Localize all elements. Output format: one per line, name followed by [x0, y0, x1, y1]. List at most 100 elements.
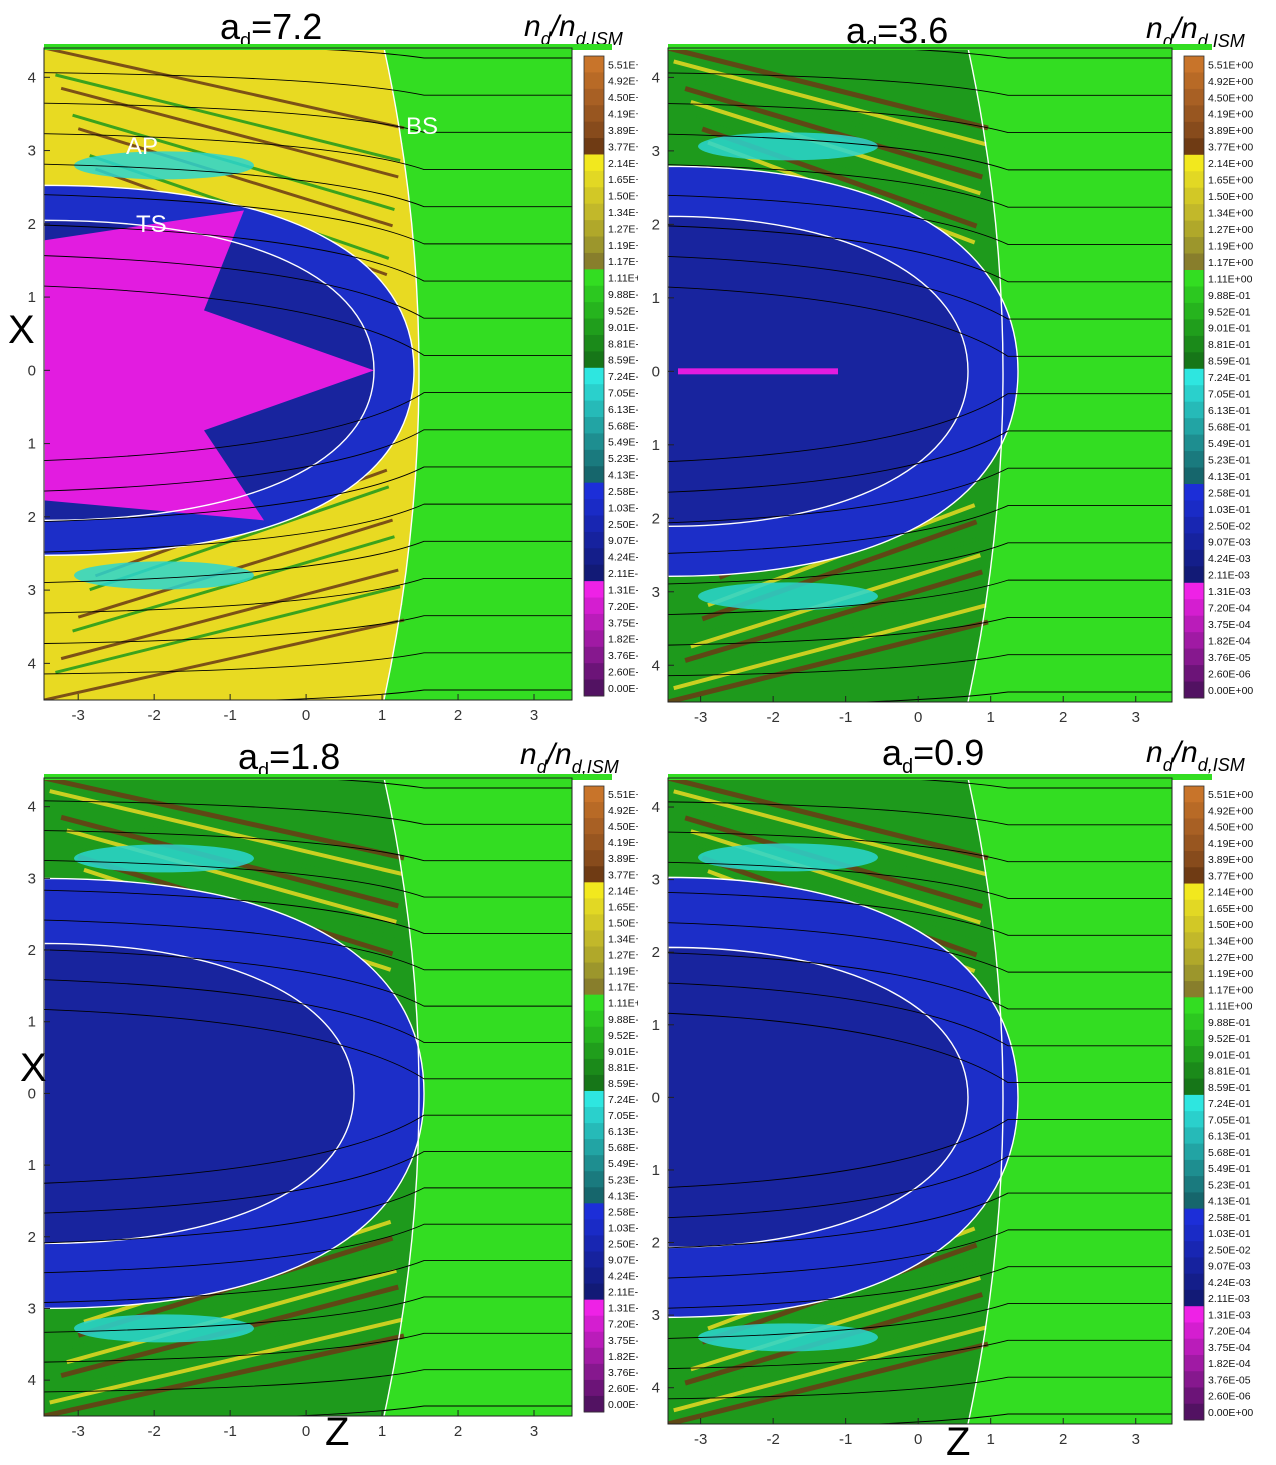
colorbar-swatch	[584, 1347, 604, 1365]
x-tick-label: 0	[302, 707, 310, 724]
colorbar-label: 5.51E+00	[1208, 59, 1253, 71]
colorbar-label: 1.34E+00	[608, 934, 638, 946]
density-streak	[55, 73, 401, 163]
colorbar-swatch	[1184, 171, 1204, 189]
colorbar-frame	[583, 55, 605, 697]
colorbar-swatch	[584, 834, 604, 851]
streamline	[668, 430, 1172, 493]
colorbar-label: 7.24E-01	[1208, 372, 1251, 384]
colorbar-label: 3.89E+00	[1208, 125, 1253, 137]
x-tick-label: -2	[766, 1431, 779, 1448]
colorbar-swatch	[1184, 121, 1204, 139]
colorbar-swatch	[1184, 802, 1204, 820]
density-streak	[678, 586, 985, 677]
colorbar-label: 1.17E+00	[1208, 257, 1253, 269]
colorbar-swatch	[584, 1155, 604, 1172]
colorbar-swatch	[1184, 1159, 1204, 1177]
colorbar-swatch	[584, 1395, 604, 1413]
colorbar-swatch	[1184, 1289, 1204, 1307]
colorbar-label: 7.20E-04	[1208, 1326, 1251, 1338]
colorbar-label: 5.68E-01	[1208, 1147, 1251, 1159]
y-tick-label: 2	[28, 216, 36, 233]
bow-shock-boundary	[967, 48, 1004, 702]
colorbar-swatch	[584, 946, 604, 964]
colorbar-label: 9.01E-01	[1208, 323, 1251, 335]
colorbar-swatch	[1184, 549, 1204, 567]
colorbar-label: 9.88E-01	[608, 1014, 638, 1026]
colorbar-swatch	[584, 285, 604, 303]
streamline	[44, 578, 572, 614]
density-streak	[60, 86, 399, 179]
colorbar-swatch	[584, 515, 604, 533]
colorbar-label: 2.58E-01	[1208, 1212, 1251, 1224]
colorbar-swatch	[584, 898, 604, 915]
x-tick-label: -1	[839, 1431, 852, 1448]
colorbar-label: 3.75E-04	[608, 1335, 638, 1347]
plot-area	[668, 48, 1172, 702]
streamline	[668, 801, 1172, 826]
density-streak	[54, 1301, 401, 1392]
y-tick-label: 1	[28, 436, 36, 453]
colorbar-swatch	[584, 1010, 604, 1028]
colorbar-swatch	[584, 1107, 604, 1124]
density-streak	[673, 1325, 987, 1413]
colorbar-swatch	[584, 1026, 604, 1044]
x-tick-label: -3	[694, 1431, 707, 1448]
colorbar-swatch	[584, 236, 604, 254]
density-streak	[678, 1309, 985, 1399]
colorbar-swatch	[584, 962, 604, 980]
colorbar-label: 1.50E+00	[608, 917, 638, 929]
density-streak	[695, 113, 980, 212]
colorbar-label: 1.03E-01	[1208, 504, 1251, 516]
density-streak	[44, 778, 405, 861]
colorbar-label: 0.00E+00	[1208, 1407, 1253, 1419]
colorbar-swatch	[1184, 648, 1204, 666]
streamline	[668, 1012, 1172, 1084]
astropause-boundary	[44, 877, 425, 1310]
colorbar-label: 4.92E+00	[1208, 76, 1253, 88]
panel-ad-7-2: ad=7.2 nd/nd,ISM -3 -2 -1 0 1 2 3 4 3 2 1 0 1 2 3 4 5.51…	[0, 0, 638, 730]
colorbar-label: 4.13E-01	[608, 470, 638, 482]
y-tick-label: 0	[652, 363, 660, 380]
colorbar-label: 7.24E-01	[608, 1094, 638, 1106]
streamline	[853, 691, 1172, 702]
colorbar-label: 3.77E+00	[608, 869, 638, 881]
density-streak	[66, 551, 397, 647]
streamline	[44, 1114, 572, 1184]
colorbar-title: nd/nd,ISM	[520, 738, 619, 777]
colorbar-label: 1.03E-01	[608, 502, 638, 514]
streamline	[44, 1369, 572, 1393]
colorbar-label: 1.27E+00	[608, 950, 638, 962]
density-streak	[44, 618, 405, 700]
colorbar-swatch	[584, 220, 604, 238]
colorbar-swatch	[1184, 220, 1204, 238]
colorbar-label: 9.07E-03	[608, 1255, 638, 1267]
colorbar-swatch	[584, 88, 604, 106]
colorbar-label: 1.34E+00	[608, 207, 638, 219]
colorbar-label: 4.19E+00	[1208, 109, 1253, 121]
colorbar-swatch	[584, 56, 604, 73]
colorbar-label: 9.07E-03	[1208, 1261, 1251, 1273]
colorbar-label: 6.13E-01	[1208, 1131, 1251, 1143]
colorbar-label: 4.24E-03	[608, 552, 638, 564]
colorbar-swatch	[584, 400, 604, 418]
colorbar-swatch	[1184, 1224, 1204, 1242]
density-streak	[690, 1276, 981, 1372]
colorbar-label: 5.68E-01	[608, 420, 638, 432]
colorbar-swatch	[584, 449, 604, 467]
colorbar-label: 3.75E-04	[1208, 619, 1251, 631]
colorbar-label: 3.77E+00	[1208, 870, 1253, 882]
colorbar-label: 2.11E-03	[608, 1287, 638, 1299]
colorbar-swatch	[1184, 1403, 1204, 1421]
colorbar-label: 5.49E-01	[608, 437, 638, 449]
colorbar-label: 1.19E+00	[1208, 968, 1253, 980]
colorbar-label: 1.03E-01	[1208, 1228, 1251, 1240]
streamline	[668, 616, 1172, 646]
colorbar-swatch	[584, 1171, 604, 1188]
colorbar-swatch	[584, 1251, 604, 1269]
colorbar-label: 2.58E-01	[1208, 487, 1251, 499]
plot-frame	[43, 47, 573, 701]
x-tick-label: -3	[72, 707, 85, 724]
colorbar-swatch	[584, 1090, 604, 1108]
colorbar-label: 1.27E+00	[1208, 952, 1253, 964]
